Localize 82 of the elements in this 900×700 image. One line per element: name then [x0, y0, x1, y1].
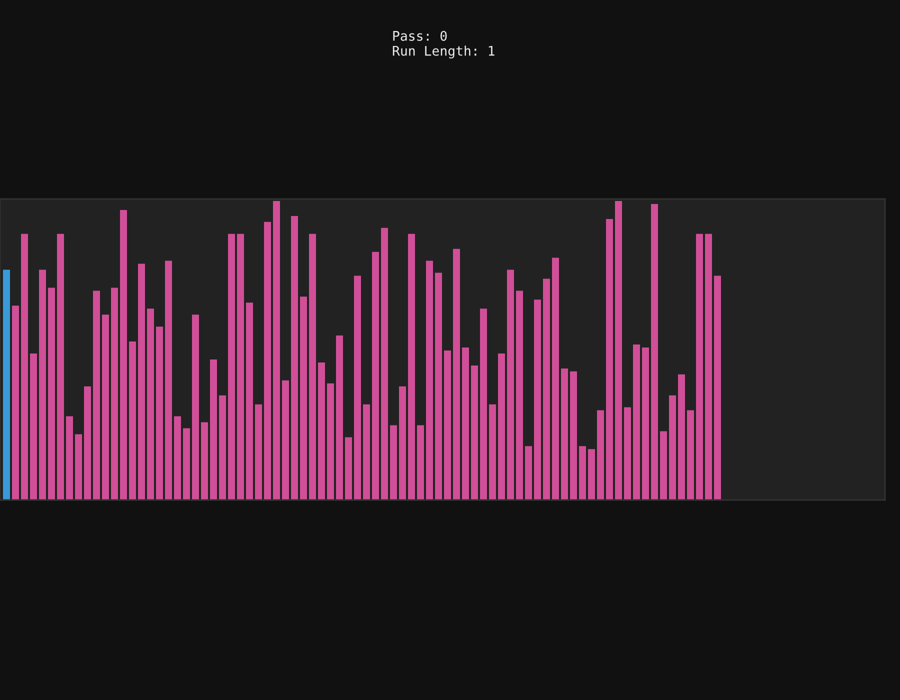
bar — [102, 314, 109, 500]
bar — [588, 449, 595, 500]
bar — [615, 201, 622, 500]
bar — [282, 380, 289, 500]
bar — [624, 407, 631, 500]
bar — [390, 425, 397, 500]
bar — [399, 386, 406, 500]
bar — [48, 288, 55, 500]
bar — [3, 270, 10, 500]
bar — [129, 342, 136, 500]
bar — [444, 350, 451, 500]
bar — [255, 404, 262, 500]
bar — [372, 252, 379, 500]
bar — [300, 296, 307, 500]
bar — [597, 410, 604, 500]
bar — [156, 326, 163, 500]
bar — [237, 234, 244, 500]
bar — [66, 416, 73, 500]
bar — [219, 395, 226, 500]
bar — [84, 386, 91, 500]
bar — [534, 300, 541, 500]
bar — [327, 383, 334, 500]
bar — [345, 437, 352, 500]
bar — [660, 431, 667, 500]
bar — [705, 234, 712, 500]
bar — [21, 234, 28, 500]
bar — [264, 222, 271, 500]
text: Pass: 0 — [393, 30, 447, 41]
bar — [498, 353, 505, 500]
bar — [138, 264, 145, 500]
bar — [471, 365, 478, 500]
bar — [543, 278, 550, 500]
bar — [39, 270, 46, 500]
bar — [192, 314, 199, 500]
bar — [561, 368, 568, 500]
bar — [318, 362, 325, 500]
bar — [165, 260, 172, 500]
bar — [525, 446, 532, 500]
bar — [489, 404, 496, 500]
bar — [291, 216, 298, 500]
bar — [111, 288, 118, 500]
bar — [570, 371, 577, 500]
bar — [381, 228, 388, 500]
bar — [183, 428, 190, 500]
bar — [147, 308, 154, 500]
bar — [516, 290, 523, 500]
bar — [228, 234, 235, 500]
bar — [426, 260, 433, 500]
bar — [687, 410, 694, 500]
bar — [507, 270, 514, 500]
bar — [57, 234, 64, 500]
bar — [210, 359, 217, 500]
bar — [12, 306, 19, 500]
bar — [453, 248, 460, 500]
bar — [246, 302, 253, 500]
text: Run Length: 1 — [392, 46, 494, 58]
bar — [714, 276, 721, 500]
bar — [633, 344, 640, 500]
bar — [201, 422, 208, 500]
bar — [309, 234, 316, 500]
bar — [669, 395, 676, 500]
bar — [552, 258, 559, 500]
bar — [354, 276, 361, 500]
bar — [651, 204, 658, 500]
bar — [435, 272, 442, 500]
bar — [462, 348, 469, 500]
bar — [696, 234, 703, 500]
bar — [174, 416, 181, 500]
bar — [93, 290, 100, 500]
bar — [606, 218, 613, 500]
bar — [30, 353, 37, 500]
bar — [678, 374, 685, 500]
bar — [363, 404, 370, 500]
bar — [642, 348, 649, 500]
bar — [417, 425, 424, 500]
bar — [480, 308, 487, 500]
bar — [120, 210, 127, 500]
bar — [408, 234, 415, 500]
bar — [75, 434, 82, 500]
bar — [336, 336, 343, 500]
bar — [273, 201, 280, 500]
bar — [579, 446, 586, 500]
